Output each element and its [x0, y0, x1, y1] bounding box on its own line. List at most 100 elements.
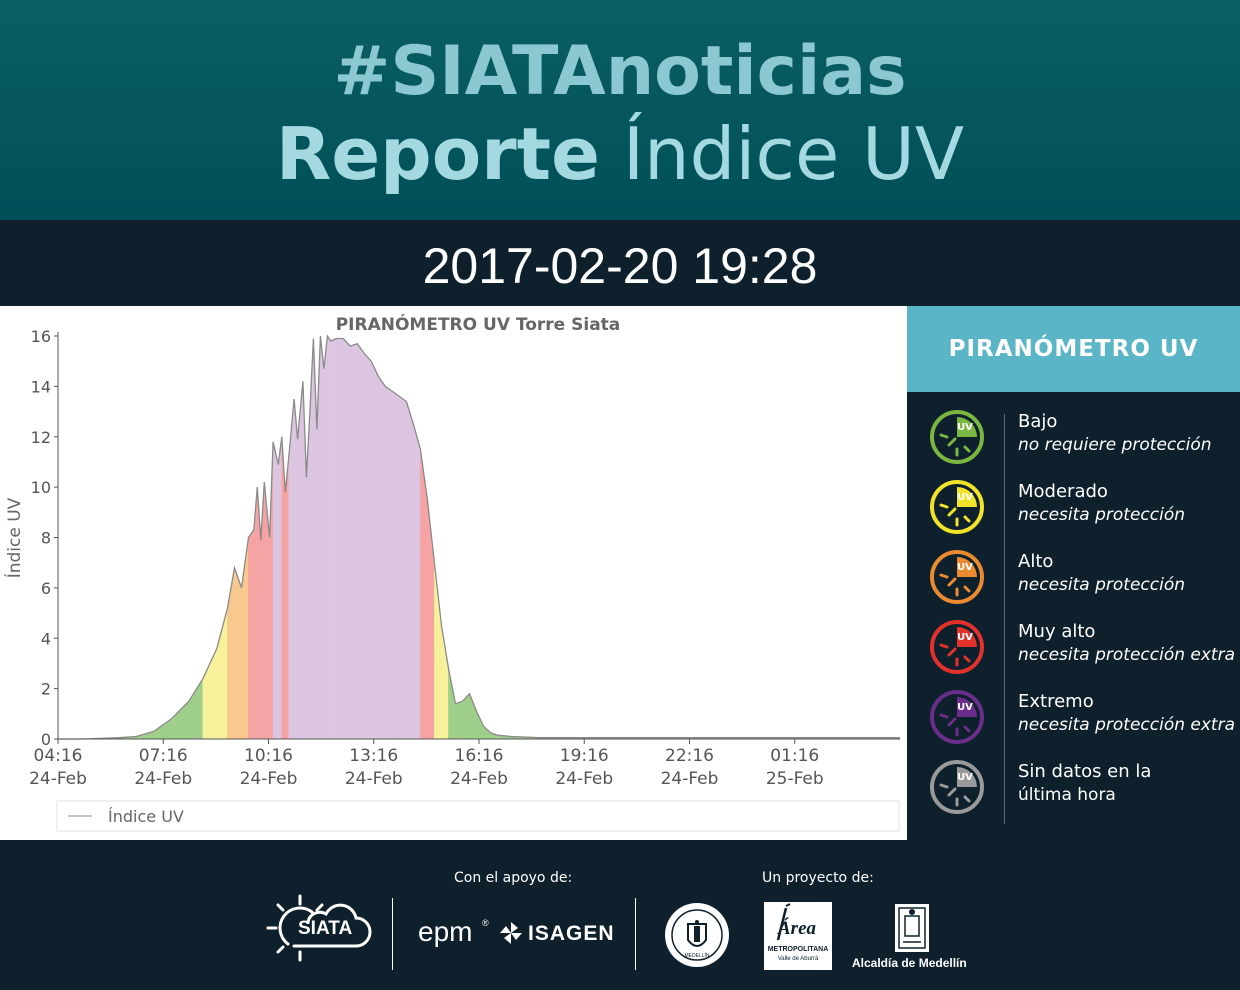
chart-panel: 0 2 4 6 8 10 12 14 16 04:16 24-Feb 07:16 24-Feb 10:16…: [0, 306, 907, 840]
uv-area-segment: [241, 537, 249, 740]
x-tick-time-label: 16:16: [455, 746, 504, 766]
uv-area-segment: [399, 395, 407, 740]
hashtag-title: #SIATAnoticias: [333, 32, 907, 111]
support-label: Con el apoyo de:: [454, 870, 573, 886]
area-logo-sub1: METROPOLITANA: [767, 946, 829, 953]
uv-area-segment: [413, 424, 421, 740]
x-tick-date-label: 24-Feb: [450, 769, 508, 789]
uv-area-segment: [227, 567, 235, 740]
alcaldia-shield-icon: [893, 902, 931, 954]
chart-legend-box: [56, 800, 900, 832]
siata-sun-cloud-icon: [266, 894, 372, 962]
uv-area-segment: [385, 385, 393, 740]
x-tick-time-label: 19:16: [560, 746, 609, 766]
x-tick-time-label: 07:16: [139, 746, 188, 766]
x-tick-time-label: 13:16: [349, 746, 398, 766]
uv-area-segment: [323, 335, 328, 740]
uv-area-segment: [248, 528, 255, 740]
x-tick-date-label: 24-Feb: [240, 769, 298, 789]
uv-sun-icon: UV: [930, 480, 984, 534]
uv-icon-label: UV: [957, 632, 973, 643]
y-tick-label: 8: [41, 529, 51, 548]
y-tick-label: 14: [31, 377, 51, 396]
x-tick-time-label: 10:16: [244, 746, 293, 766]
project-label: Un proyecto de:: [762, 870, 874, 886]
report-title-bold: Reporte: [275, 112, 600, 196]
medellin-seal-text: MEDELLÍN: [684, 953, 710, 959]
y-tick-label: 0: [41, 730, 51, 749]
siata-logo: SIATA: [264, 892, 376, 974]
legend-item-name: Extremo: [1018, 691, 1094, 712]
x-tick-date-label: 24-Feb: [345, 769, 403, 789]
y-axis-label: Índice UV: [3, 497, 25, 578]
uv-area-segment: [448, 668, 456, 740]
x-tick-time-label: 22:16: [665, 746, 714, 766]
legend-item-desc: necesita protección: [1018, 575, 1186, 595]
siata-logo-text: SIATA: [298, 918, 353, 939]
date-bar: 2017-02-20 19:28: [0, 220, 1240, 306]
legend-item-desc: necesita protección extra: [1018, 715, 1235, 735]
uv-area-segment: [363, 352, 372, 740]
uv-area-segment: [370, 361, 379, 740]
legend-title: PIRANÓMETRO UV: [948, 336, 1199, 362]
footer: Con el apoyo de: Un proyecto de: SIATA e…: [0, 840, 1240, 990]
uv-area-segment: [356, 342, 365, 740]
y-tick-label: 4: [41, 629, 51, 648]
area-logo-text: Área: [778, 918, 816, 939]
y-tick-label: 2: [41, 680, 51, 699]
uv-icon-label: UV: [957, 772, 973, 783]
uv-sun-icon: UV: [930, 620, 984, 674]
uv-area-segment: [406, 401, 414, 740]
footer-separator: [635, 898, 636, 970]
x-tick-date-label: 24-Feb: [555, 769, 613, 789]
uv-area-segment: [483, 725, 491, 740]
legend-item-desc: necesita protección: [1018, 505, 1186, 525]
x-tick-date-label: 24-Feb: [134, 769, 192, 789]
uv-icon-label: UV: [957, 702, 973, 713]
area-metropolitana-mark-icon: [776, 903, 791, 941]
area-logo-sub2: Valle de Aburrá: [777, 956, 819, 962]
y-tick-label: 6: [41, 579, 51, 598]
uv-sun-icon: UV: [930, 690, 984, 744]
report-datetime: 2017-02-20 19:28: [422, 238, 818, 294]
x-tick-date-label: 24-Feb: [29, 769, 87, 789]
uv-area-segment: [171, 700, 190, 740]
uv-area-segment: [263, 482, 270, 740]
chart-legend-label: Índice UV: [108, 807, 184, 826]
uv-area-segment: [234, 567, 242, 740]
legend-item: UV Moderado necesita protección: [907, 477, 1240, 541]
uv-area-segment: [469, 693, 477, 740]
x-tick-date-label: 24-Feb: [661, 769, 719, 789]
legend-item: UV Extremo necesita protección extra: [907, 687, 1240, 751]
uv-area-segment: [293, 398, 298, 740]
x-tick-date-label: 25-Feb: [766, 769, 824, 789]
uv-sun-icon: UV: [930, 760, 984, 814]
footer-separator: [392, 898, 393, 970]
isagen-logo: ISAGEN: [528, 922, 615, 945]
uv-sun-icon: UV: [930, 550, 984, 604]
legend-item: UV Muy alto necesita protección extra: [907, 617, 1240, 681]
uv-area-segment: [188, 677, 204, 740]
legend-item-desc: no requiere protección: [1018, 435, 1212, 455]
legend-item-name: Bajo: [1018, 411, 1058, 432]
y-tick-label: 12: [31, 428, 51, 447]
uv-area-segment: [392, 390, 400, 740]
legend-divider: [1004, 414, 1005, 824]
uv-area-segment: [272, 441, 279, 740]
legend-header: PIRANÓMETRO UV: [907, 306, 1240, 392]
uv-area-segment: [349, 343, 358, 740]
uv-icon-label: UV: [957, 492, 973, 503]
legend-item: UV Sin datos en la última hora: [907, 757, 1240, 821]
legend-item: UV Alto necesita protección: [907, 547, 1240, 611]
uv-area-segment: [285, 456, 290, 740]
uv-area-segment: [320, 335, 325, 740]
legend-item-name: Moderado: [1018, 481, 1108, 502]
report-title-light: Índice UV: [622, 112, 965, 196]
uv-area-segment: [378, 375, 386, 740]
uv-icon-label: UV: [957, 422, 973, 433]
legend-item-name: Sin datos en la: [1018, 761, 1152, 782]
legend-item-name: Muy alto: [1018, 621, 1096, 642]
x-tick-time-label: 04:16: [34, 746, 83, 766]
uv-area-segment: [278, 436, 283, 740]
legend-item-name: Alto: [1018, 551, 1054, 572]
